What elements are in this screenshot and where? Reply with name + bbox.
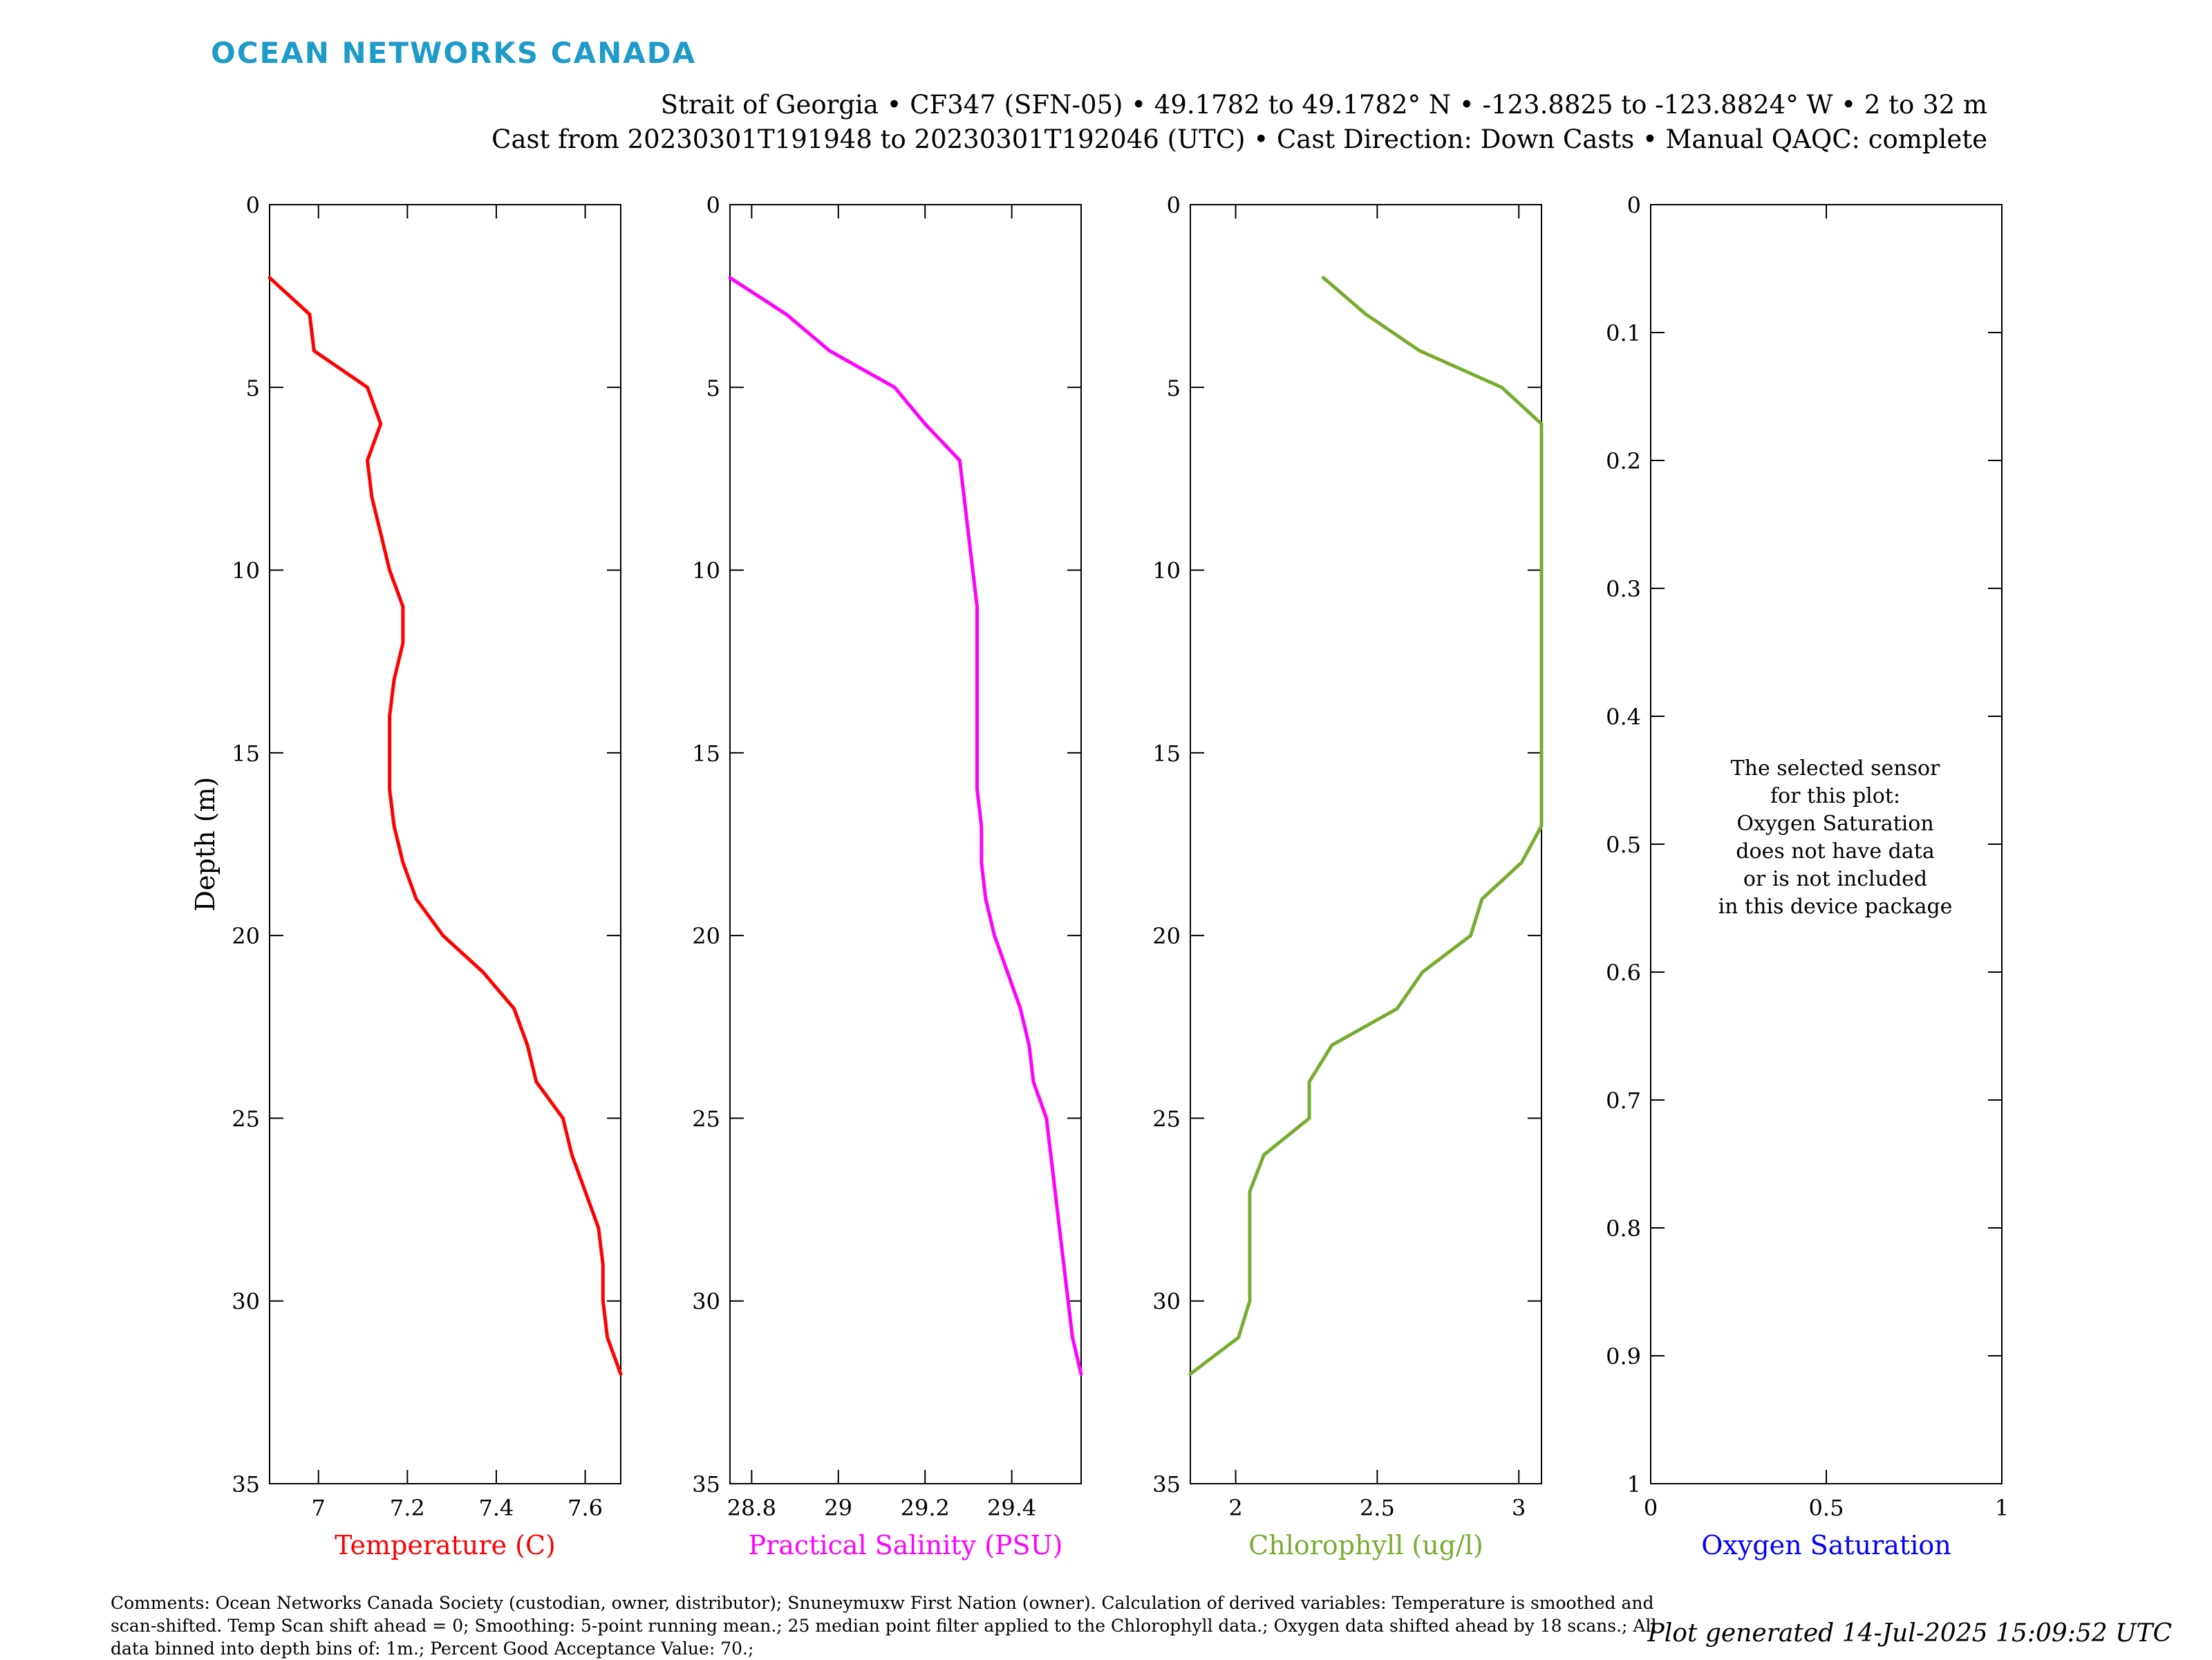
no-data-line: or is not included — [1743, 867, 1928, 891]
x-tick-label: 29 — [824, 1495, 852, 1521]
y-axis-label: Depth (m) — [190, 777, 221, 912]
plot-frame — [269, 204, 621, 1484]
y-tick-label: 5 — [246, 375, 260, 401]
x-tick-label: 0 — [1644, 1495, 1658, 1521]
y-tick-label: 0 — [706, 192, 720, 218]
comments-text: Comments: Ocean Networks Canada Society … — [111, 1593, 1657, 1659]
y-tick-label: 0 — [1167, 192, 1181, 218]
y-tick-label: 0.4 — [1606, 704, 1641, 730]
series-line — [728, 276, 1083, 1376]
y-tick-label: 30 — [232, 1289, 260, 1315]
y-tick-label: 30 — [692, 1289, 720, 1315]
y-tick-label: 0.7 — [1606, 1088, 1641, 1114]
y-tick-label: 15 — [1152, 740, 1181, 767]
x-axis-label: Practical Salinity (PSU) — [749, 1530, 1063, 1560]
y-tick-label: 0 — [1627, 192, 1641, 218]
x-axis-label: Temperature (C) — [335, 1530, 556, 1560]
no-data-line: The selected sensor — [1730, 756, 1940, 781]
y-tick-label: 10 — [1152, 558, 1181, 584]
y-tick-label: 25 — [692, 1106, 720, 1132]
x-tick-label: 1 — [1995, 1495, 2009, 1521]
y-tick-label: 0.2 — [1606, 448, 1641, 474]
x-tick-label: 29.4 — [987, 1495, 1036, 1521]
plot-header-location: Strait of Georgia • CF347 (SFN-05) • 49.… — [660, 90, 1987, 120]
y-tick-label: 5 — [706, 375, 720, 401]
x-tick-label: 3 — [1512, 1495, 1526, 1521]
y-tick-label: 0.5 — [1606, 832, 1641, 858]
no-data-line: Oxygen Saturation — [1736, 812, 1934, 836]
x-tick-label: 7.6 — [568, 1495, 603, 1521]
plot-frame — [1190, 204, 1542, 1484]
x-tick-label: 7.4 — [479, 1495, 514, 1521]
y-tick-label: 0.8 — [1606, 1215, 1641, 1242]
x-axis-label: Chlorophyll (ug/l) — [1248, 1530, 1483, 1560]
y-tick-label: 0 — [246, 192, 260, 218]
y-tick-label: 0.6 — [1606, 960, 1641, 986]
series-line — [1188, 276, 1544, 1376]
y-tick-label: 35 — [1152, 1471, 1181, 1498]
y-tick-label: 15 — [232, 740, 260, 767]
x-axis-label: Oxygen Saturation — [1701, 1530, 1951, 1560]
y-tick-label: 20 — [692, 923, 720, 949]
y-tick-label: 0.1 — [1606, 320, 1641, 346]
y-tick-label: 1 — [1627, 1471, 1641, 1498]
brand-logo-text: OCEAN NETWORKS CANADA — [211, 36, 697, 70]
y-tick-label: 5 — [1167, 375, 1181, 401]
plot-header-cast: Cast from 20230301T191948 to 20230301T19… — [491, 124, 1987, 154]
x-tick-label: 29.2 — [901, 1495, 950, 1521]
y-tick-label: 0.3 — [1606, 576, 1641, 602]
no-data-line: does not have data — [1736, 839, 1935, 864]
y-tick-label: 0.9 — [1606, 1343, 1641, 1370]
y-tick-label: 15 — [692, 740, 720, 767]
y-tick-label: 10 — [692, 558, 720, 584]
no-data-line: in this device package — [1718, 895, 1953, 919]
x-tick-label: 7.2 — [390, 1495, 425, 1521]
y-tick-label: 35 — [692, 1471, 720, 1498]
series-line — [268, 276, 623, 1376]
y-tick-label: 20 — [1152, 923, 1181, 949]
generated-timestamp: Plot generated 14-Jul-2025 15:09:52 UTC — [1647, 1619, 2172, 1648]
x-tick-label: 28.8 — [727, 1495, 776, 1521]
y-tick-label: 25 — [1152, 1106, 1181, 1132]
x-tick-label: 2 — [1228, 1495, 1242, 1521]
x-tick-label: 7 — [312, 1495, 326, 1521]
y-tick-label: 30 — [1152, 1289, 1181, 1315]
plot-frame — [729, 204, 1082, 1484]
y-tick-label: 20 — [232, 923, 260, 949]
no-data-line: for this plot: — [1770, 784, 1900, 808]
x-tick-label: 0.5 — [1809, 1495, 1844, 1521]
y-tick-label: 25 — [232, 1106, 260, 1132]
no-data-message: The selected sensor for this plot: Oxyge… — [1656, 755, 2015, 921]
y-tick-label: 10 — [232, 558, 260, 584]
x-tick-label: 2.5 — [1360, 1495, 1395, 1521]
y-tick-label: 35 — [232, 1471, 260, 1498]
